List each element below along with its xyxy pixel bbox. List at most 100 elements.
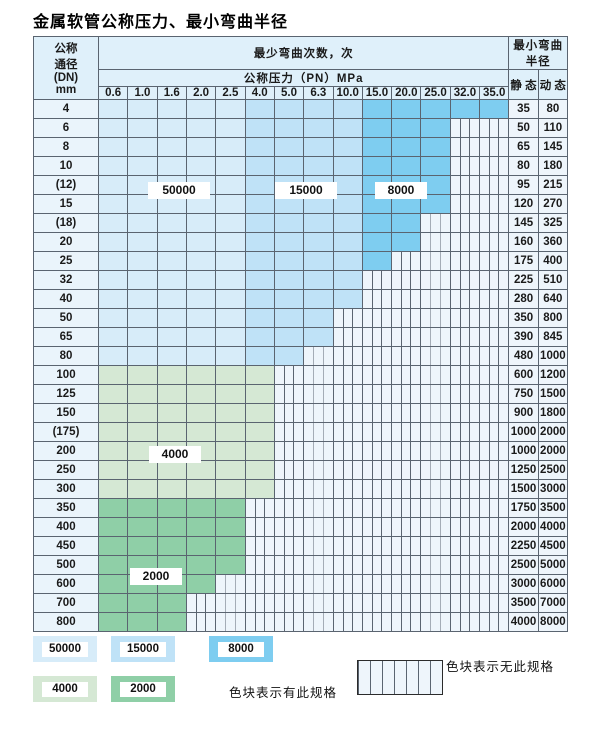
spec-cell-empty	[361, 479, 393, 499]
spec-cell-filled	[156, 498, 187, 518]
spec-cell-empty	[420, 536, 451, 556]
spec-cell-empty	[303, 422, 334, 442]
spec-cell-empty	[449, 270, 481, 290]
cell-stripes	[392, 404, 421, 422]
spec-cell-filled	[156, 422, 187, 442]
cell-stripes	[274, 499, 304, 517]
spec-cell-filled	[127, 422, 158, 442]
cell-stripes	[304, 499, 333, 517]
spec-cell-empty	[273, 403, 305, 423]
spec-cell-filled	[215, 365, 246, 385]
cell-stripes	[450, 214, 480, 232]
spec-cell-filled	[332, 270, 363, 290]
spec-cell-empty	[391, 517, 422, 537]
static-radius-cell: 1000	[508, 441, 539, 461]
spec-cell-filled	[156, 137, 187, 157]
cell-stripes	[186, 594, 216, 612]
cell-stripes	[304, 366, 333, 384]
spec-cell-filled	[156, 308, 187, 328]
spec-cell-filled	[244, 156, 275, 176]
legend-swatch: 8000	[209, 636, 273, 662]
legend-swatch: 4000	[33, 676, 97, 702]
spec-cell-filled	[215, 441, 246, 461]
spec-cell-filled	[303, 137, 334, 157]
spec-cell-empty	[273, 422, 305, 442]
cell-stripes	[333, 480, 362, 498]
spec-cell-empty	[479, 498, 510, 518]
spec-cell-empty	[391, 460, 422, 480]
spec-cell-filled	[303, 251, 334, 271]
spec-cell-filled	[127, 384, 158, 404]
static-radius-cell: 35	[508, 99, 539, 119]
spec-cell-filled	[185, 118, 217, 138]
spec-cell-filled	[361, 99, 393, 119]
table-body: 4 35 80 6 50 110 8 65 145 10 80 180 (12) 95 215 15 120 27…	[33, 99, 569, 632]
spec-cell-empty	[479, 612, 510, 632]
spec-cell-filled	[127, 498, 158, 518]
cell-stripes	[392, 499, 421, 517]
cell-stripes	[450, 119, 480, 137]
spec-cell-filled	[215, 460, 246, 480]
spec-cell-filled	[185, 346, 217, 366]
spec-cell-filled	[185, 384, 217, 404]
spec-cell-empty	[332, 403, 363, 423]
spec-cell-empty	[449, 213, 481, 233]
spec-cell-filled	[215, 555, 246, 575]
static-radius-cell: 175	[508, 251, 539, 271]
spec-cell-empty	[479, 593, 510, 613]
pressure-col-header: 4.0	[244, 86, 275, 100]
cell-stripes	[480, 271, 509, 289]
cell-stripes	[186, 613, 216, 631]
spec-cell-filled	[156, 251, 187, 271]
cell-stripes	[450, 176, 480, 194]
spec-cell-filled	[303, 232, 334, 252]
spec-cell-empty	[479, 327, 510, 347]
spec-cell-filled	[303, 308, 334, 328]
table-row: 20 160 360	[33, 232, 569, 252]
spec-cell-empty	[449, 498, 481, 518]
cell-stripes	[421, 404, 450, 422]
spec-cell-empty	[303, 498, 334, 518]
cell-stripes	[304, 442, 333, 460]
cell-stripes	[274, 556, 304, 574]
pressure-col-header: 6.3	[303, 86, 334, 100]
cell-stripes	[480, 233, 509, 251]
cell-stripes	[392, 385, 421, 403]
spec-cell-filled	[156, 479, 187, 499]
spec-cell-filled	[361, 213, 393, 233]
cell-stripes	[421, 214, 450, 232]
spec-cell-empty	[479, 422, 510, 442]
spec-cell-filled	[303, 327, 334, 347]
spec-cell-filled	[332, 213, 363, 233]
spec-cell-filled	[185, 270, 217, 290]
static-radius-cell: 280	[508, 289, 539, 309]
spec-cell-filled	[273, 156, 305, 176]
dynamic-radius-cell: 270	[537, 194, 569, 214]
spec-cell-empty	[420, 384, 451, 404]
spec-cell-filled	[156, 593, 187, 613]
legend: 50000 15000 8000 4000 2000 色块表示有此规格 色块表示无此规格	[33, 636, 573, 736]
spec-cell-filled	[244, 232, 275, 252]
spec-cell-empty	[479, 156, 510, 176]
dynamic-radius-cell: 3500	[537, 498, 569, 518]
cell-stripes	[480, 157, 509, 175]
cell-stripes	[245, 499, 274, 517]
legend-swatch-label: 4000	[42, 681, 88, 697]
spec-cell-empty	[391, 270, 422, 290]
spec-cell-filled	[127, 308, 158, 328]
spec-cell-empty	[420, 593, 451, 613]
dynamic-radius-cell: 3000	[537, 479, 569, 499]
spec-cell-empty	[391, 327, 422, 347]
table-row: 300 1500 3000	[33, 479, 569, 499]
spec-cell-filled	[97, 555, 129, 575]
cell-stripes	[274, 594, 304, 612]
spec-cell-filled	[156, 118, 187, 138]
cell-stripes	[274, 537, 304, 555]
spec-cell-empty	[479, 251, 510, 271]
cell-stripes	[450, 252, 480, 270]
cell-stripes	[362, 328, 392, 346]
spec-cell-filled	[185, 422, 217, 442]
static-radius-cell: 1250	[508, 460, 539, 480]
spec-cell-filled	[185, 232, 217, 252]
cell-stripes	[304, 385, 333, 403]
